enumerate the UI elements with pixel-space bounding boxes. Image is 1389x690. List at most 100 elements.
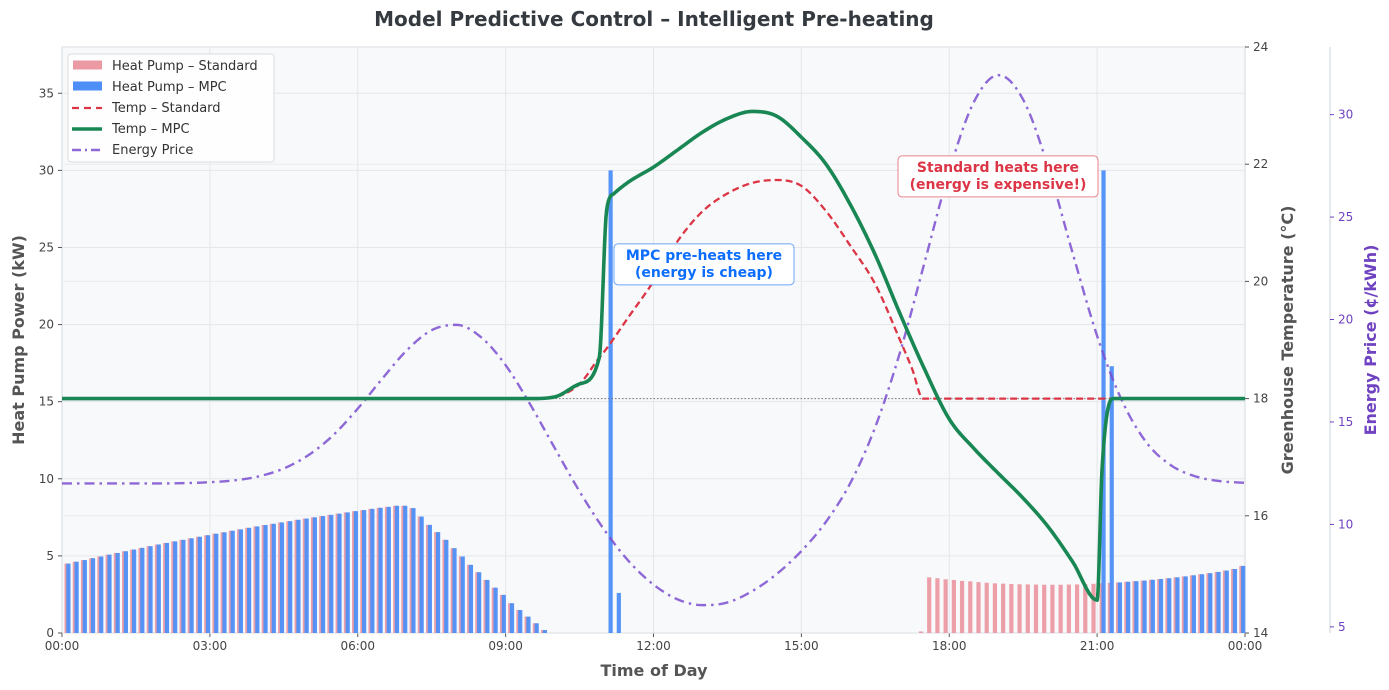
bar-mpc (238, 529, 244, 633)
bar-mpc (1158, 579, 1164, 633)
legend-item: Temp – MPC (72, 122, 190, 137)
bar-mpc (411, 508, 416, 633)
legend-box (67, 53, 275, 163)
bar-mpc (444, 539, 449, 633)
annotation-mpc: MPC pre-heats here(energy is cheap) (613, 243, 795, 286)
legend-label: Heat Pump – MPC (112, 80, 227, 95)
bar-standard (1083, 584, 1088, 633)
legend: Heat Pump – Standard Heat Pump – MPC Temp … (67, 53, 275, 163)
annotation-text: Standard heats here (917, 160, 1079, 176)
legend-label: Temp – MPC (111, 122, 190, 137)
bar-standard (918, 631, 924, 633)
bar-mpc (197, 536, 202, 633)
y-tick-label-temp: 22 (1253, 157, 1268, 171)
bar-mpc (534, 623, 539, 633)
annotation-box (897, 155, 1099, 198)
bar-standard (992, 583, 998, 633)
bar-mpc (542, 630, 547, 633)
bar-mpc (214, 533, 219, 633)
legend-item: Temp – Standard (72, 101, 221, 116)
legend-item: Heat Pump – Standard (73, 59, 258, 74)
y-tick-label-temp: 18 (1253, 392, 1268, 406)
y-tick-label-temp: 20 (1253, 274, 1268, 288)
bar-mpc (189, 538, 194, 633)
bar-mpc (1167, 578, 1172, 633)
y-axis-label-price: Energy Price (¢/kWh) (1361, 245, 1380, 436)
bar-standard (1001, 583, 1006, 633)
bar-mpc (362, 510, 367, 633)
plot-area: MPC pre-heats here(energy is cheap) Stand… (58, 46, 1249, 637)
bar-standard (1050, 584, 1055, 633)
bar-mpc (485, 579, 490, 633)
bar-mpc (419, 516, 424, 633)
bar-standard (1009, 583, 1014, 633)
y-tick-label-power: 10 (39, 472, 54, 486)
y-tick-label-price: 20 (1338, 313, 1353, 327)
y-tick-label-power: 35 (39, 86, 54, 100)
y-tick-label-temp: 16 (1253, 509, 1268, 523)
bars-mpc (66, 170, 1246, 634)
y-tick-label-power: 15 (39, 395, 54, 409)
bar-standard (943, 579, 948, 633)
bar-mpc (1183, 576, 1188, 633)
bar-mpc (230, 530, 235, 633)
bar-mpc (263, 525, 268, 633)
x-tick-label: 21:00 (1080, 639, 1115, 653)
bar-standard (959, 580, 965, 633)
bar-mpc (329, 514, 334, 633)
bar-mpc (271, 523, 276, 633)
bar-mpc (1208, 573, 1213, 633)
x-tick-label: 12:00 (636, 639, 671, 653)
y-tick-label-power: 25 (39, 240, 54, 254)
bar-mpc (1224, 570, 1229, 633)
annotation-standard: Standard heats here(energy is expensive!… (897, 155, 1099, 198)
annotation-box (613, 243, 795, 286)
bar-mpc (1200, 574, 1205, 633)
bar-mpc (608, 170, 613, 634)
bar-mpc (255, 526, 260, 633)
x-tick-label: 00:00 (45, 639, 80, 653)
bar-mpc (1241, 565, 1246, 633)
bar-mpc (1126, 581, 1131, 633)
bar-mpc (394, 505, 400, 633)
x-tick-label: 00:00 (1228, 639, 1263, 653)
annotation-text: MPC pre-heats here (626, 248, 782, 264)
bar-standard (935, 578, 940, 633)
bar-mpc (526, 616, 531, 633)
bar-mpc (353, 511, 359, 633)
bar-standard (984, 582, 989, 633)
bar-mpc (1191, 575, 1196, 633)
bar-mpc (1232, 569, 1238, 633)
bar-mpc (1175, 577, 1180, 633)
chart-title: Model Predictive Control – Intelligent P… (374, 7, 934, 31)
bar-mpc (107, 554, 112, 633)
bar-mpc (1117, 582, 1123, 633)
bar-mpc (337, 513, 342, 633)
y-tick-label-power: 30 (39, 163, 54, 177)
x-tick-label: 18:00 (932, 639, 967, 653)
bar-mpc (320, 516, 326, 633)
bar-mpc (247, 527, 252, 633)
legend-item: Heat Pump – MPC (73, 80, 227, 95)
bar-mpc (148, 546, 153, 633)
bar-mpc (616, 592, 621, 633)
y-tick-label-price: 30 (1338, 108, 1353, 122)
legend-label: Energy Price (112, 143, 193, 158)
bar-mpc (304, 518, 309, 633)
legend-label: Heat Pump – Standard (112, 59, 258, 74)
y-tick-label-power: 20 (39, 318, 54, 332)
bar-mpc (1142, 580, 1147, 633)
legend-swatch (73, 60, 102, 70)
bar-mpc (1101, 170, 1106, 634)
bar-mpc (370, 508, 375, 633)
bar-standard (1058, 584, 1063, 633)
bar-mpc (279, 522, 285, 633)
bar-mpc (140, 547, 145, 633)
bar-standard (1025, 584, 1030, 633)
bar-mpc (1216, 571, 1221, 633)
temp-mpc-line (62, 109, 1245, 602)
bar-standard (1042, 584, 1047, 633)
y-tick-label-price: 15 (1338, 415, 1353, 429)
bar-mpc (288, 521, 293, 633)
bar-standard (1033, 584, 1039, 633)
